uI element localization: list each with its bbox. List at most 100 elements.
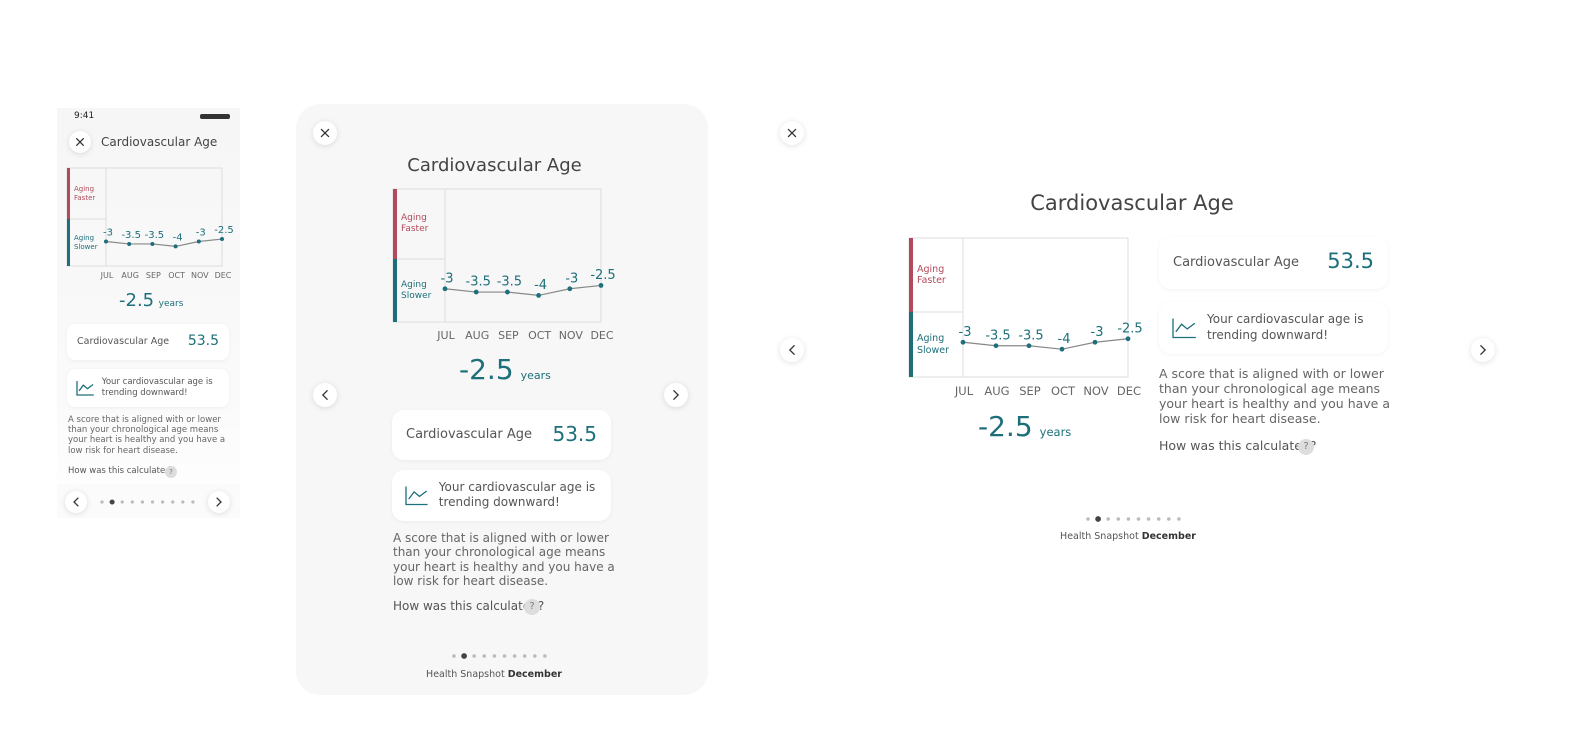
data-label: -3.5 (497, 275, 522, 290)
help-icon[interactable]: ? (1298, 439, 1314, 455)
month-label: OCT (528, 329, 551, 342)
result-unit: years (158, 299, 184, 309)
score-label: Cardiovascular Age (77, 335, 170, 347)
data-label: -4 (173, 232, 183, 243)
help-icon[interactable]: ? (165, 466, 177, 478)
page-dot (482, 654, 487, 658)
page-dot (452, 654, 456, 658)
month-label: AUG (121, 271, 139, 280)
trend-icon (405, 486, 428, 506)
data-label: -3.5 (145, 230, 165, 241)
zone-slower-bar (393, 259, 397, 322)
data-label: -2.5 (214, 225, 234, 236)
data-point (505, 289, 510, 295)
data-point (1125, 336, 1131, 342)
page-dot (100, 500, 104, 504)
data-label: -4 (1058, 332, 1071, 347)
data-point (1026, 343, 1032, 349)
page-dot (472, 654, 477, 658)
data-label: -2.5 (590, 268, 615, 283)
help-link[interactable]: How was this calculated? (68, 466, 176, 477)
title: Cardiovascular Age (1030, 191, 1234, 215)
zone-faster-bar (909, 238, 913, 312)
trend-text: Your cardiovascular age is trending down… (1207, 312, 1364, 342)
page-dot (161, 500, 165, 504)
page-dot (150, 500, 155, 504)
close-icon (76, 138, 84, 146)
prev-icon (321, 390, 328, 400)
prev-icon (73, 497, 79, 507)
month-label: OCT (168, 271, 185, 280)
data-point (442, 286, 448, 292)
page-dot (171, 500, 175, 504)
zone-slower-bar (909, 312, 913, 377)
page-dot (1106, 517, 1110, 521)
month-label: JUL (954, 384, 974, 398)
page-dot (492, 654, 497, 658)
title: Cardiovascular Age (407, 155, 582, 176)
zone-faster-bar (67, 168, 70, 219)
help-icon[interactable]: ? (524, 599, 540, 615)
page-dot (1156, 517, 1161, 521)
button-bg (313, 383, 337, 407)
data-point (567, 286, 573, 292)
close-button[interactable] (69, 131, 91, 153)
prev-button[interactable] (65, 491, 87, 513)
score-card (1159, 237, 1388, 289)
score-value: 53.5 (552, 422, 597, 446)
trend-line (105, 238, 223, 248)
status-time: 9:41 (74, 111, 95, 121)
month-label: AUG (465, 329, 489, 342)
trend-icon (76, 381, 94, 396)
data-point (598, 283, 604, 288)
help-link[interactable]: How was this calculated? (1159, 438, 1317, 454)
data-point (127, 241, 132, 246)
month-label: SEP (1019, 384, 1041, 398)
data-point (196, 239, 201, 244)
page-dot (533, 654, 537, 658)
month-label: DEC (590, 329, 613, 342)
page-dot (191, 500, 195, 504)
prev-button[interactable] (780, 338, 804, 362)
phone-frame (57, 108, 240, 518)
page-dot (1086, 517, 1090, 521)
page-dot (1167, 517, 1171, 521)
data-point (150, 241, 155, 246)
data-point (993, 343, 999, 349)
page-dot (543, 654, 547, 658)
data-label: -4 (534, 278, 547, 293)
footer-month: December (507, 669, 562, 681)
close-button[interactable] (313, 121, 337, 145)
result-value: -2.5 (978, 410, 1033, 443)
page-dot (130, 500, 134, 504)
footer: Health Snapshot December (1028, 531, 1228, 542)
button-bg (65, 491, 87, 513)
zone-faster-bar (393, 189, 397, 259)
page-dot (502, 654, 507, 658)
description: A score that is aligned with or lower th… (68, 415, 226, 456)
page-dot (512, 654, 517, 658)
footer-prefix: Health Snapshot (1060, 531, 1139, 543)
next-button[interactable] (1471, 338, 1495, 362)
data-label: -3 (565, 271, 578, 286)
month-label: JUL (436, 329, 455, 342)
month-label: NOV (1083, 384, 1108, 398)
data-label: -3 (196, 228, 206, 239)
footer-month: December (1141, 531, 1196, 543)
prev-button[interactable] (313, 383, 337, 407)
next-button[interactable] (208, 491, 230, 513)
next-button[interactable] (664, 383, 688, 407)
data-point (960, 339, 966, 345)
data-label: -2.5 (1117, 321, 1142, 336)
close-button[interactable] (780, 121, 804, 145)
data-point (1092, 339, 1098, 345)
help-link[interactable]: How was this calculated? (393, 598, 545, 613)
page-dot (522, 654, 527, 658)
page-dot (1116, 517, 1121, 521)
month-label: NOV (191, 271, 209, 280)
data-point (473, 289, 479, 295)
data-point (173, 244, 178, 249)
page-dot (1177, 517, 1181, 521)
zone-label: Aging Faster (74, 185, 96, 202)
tablet-frame (296, 104, 708, 695)
